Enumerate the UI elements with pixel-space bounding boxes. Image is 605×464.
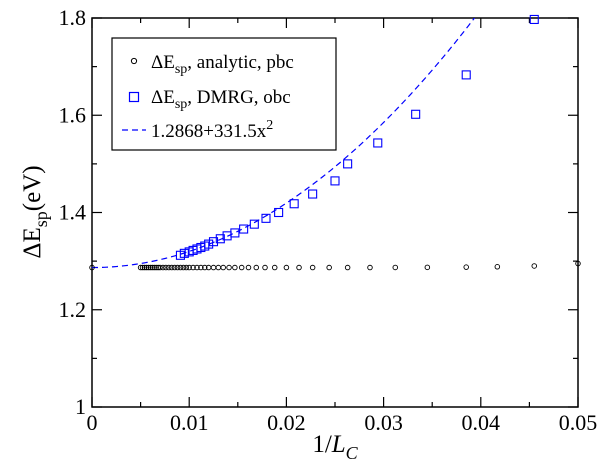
data-point-dmrg xyxy=(274,207,284,218)
data-point-dmrg xyxy=(411,109,421,119)
data-point-dmrg xyxy=(239,224,249,234)
data-point-pbc xyxy=(194,264,200,271)
data-point-dmrg xyxy=(179,248,189,258)
data-point-pbc xyxy=(151,264,157,271)
data-point-pbc xyxy=(392,264,399,271)
data-point-dmrg xyxy=(215,234,225,244)
axis-ticks xyxy=(91,17,579,408)
data-point-pbc xyxy=(575,260,581,267)
data-point-pbc xyxy=(145,264,152,271)
data-point-pbc xyxy=(198,264,204,271)
data-point-pbc xyxy=(424,264,431,271)
data-point-pbc xyxy=(186,264,192,271)
data-point-pbc xyxy=(220,264,226,271)
y-tick-label: 1 xyxy=(75,394,86,419)
data-point-pbc xyxy=(326,264,332,271)
data-point-pbc xyxy=(177,264,184,271)
data-point-pbc xyxy=(174,264,181,271)
data-point-pbc xyxy=(232,264,238,271)
data-point-pbc xyxy=(168,264,175,271)
legend-marker-square xyxy=(128,91,140,103)
axis-tick-labels: 0 0.01 0.02 0.03 0.04 0.05 1 1.2 1.4 1.6 1.8 xyxy=(59,5,598,435)
data-point-pbc xyxy=(147,264,154,271)
data-point-pbc xyxy=(463,264,469,270)
data-point-dmrg xyxy=(373,138,383,148)
data-point-pbc xyxy=(531,263,538,269)
data-point-pbc xyxy=(137,264,144,271)
data-point-pbc xyxy=(153,264,159,271)
data-point-dmrg xyxy=(330,176,340,186)
x-tick-label: 0.05 xyxy=(559,410,598,435)
data-point-dmrg xyxy=(230,228,240,238)
data-point-pbc xyxy=(238,264,245,271)
data-point-pbc xyxy=(283,264,290,271)
legend-box xyxy=(111,37,337,151)
data-point-pbc xyxy=(245,264,252,271)
data-point-pbc xyxy=(89,264,95,271)
fit-curve xyxy=(92,18,476,269)
data-point-pbc xyxy=(271,264,278,271)
data-point-pbc xyxy=(141,264,148,271)
data-point-pbc xyxy=(139,264,146,271)
data-point-dmrg xyxy=(343,159,353,169)
data-point-dmrg xyxy=(261,213,271,223)
x-tick-label: 0.03 xyxy=(364,410,403,435)
data-point-dmrg xyxy=(208,237,219,247)
data-point-pbc xyxy=(183,264,190,271)
data-point-pbc xyxy=(296,264,302,271)
data-point-dmrg xyxy=(461,70,471,80)
series-analytic-pbc xyxy=(89,260,581,271)
data-point-pbc xyxy=(253,264,260,271)
x-tick-label: 0.04 xyxy=(462,410,501,435)
x-tick-label: 0.02 xyxy=(267,410,306,435)
data-point-dmrg xyxy=(529,14,539,25)
data-point-pbc xyxy=(494,264,501,270)
series-dmrg-obc xyxy=(175,14,539,260)
data-point-pbc xyxy=(367,264,373,271)
data-point-pbc xyxy=(344,264,351,271)
data-point-pbc xyxy=(202,264,208,271)
x-axis-title: 1/LC xyxy=(312,431,358,463)
x-tick-label: 0 xyxy=(87,410,98,435)
legend-entry-fit: 1.2868+331.5x2 xyxy=(151,118,273,142)
legend-entry-pbc: ΔEsp, analytic, pbc xyxy=(151,52,294,77)
legend-marker-circle xyxy=(130,57,138,65)
data-point-pbc xyxy=(149,264,156,271)
data-point-pbc xyxy=(309,264,316,271)
data-point-pbc xyxy=(166,264,172,271)
data-point-dmrg xyxy=(204,239,214,249)
data-point-dmrg xyxy=(249,219,259,229)
y-axis-title: ΔEsp(eV) xyxy=(19,165,51,258)
y-tick-label: 1.2 xyxy=(59,297,87,322)
data-point-pbc xyxy=(171,264,178,271)
y-tick-label: 1.8 xyxy=(59,5,87,30)
x-tick-label: 0.01 xyxy=(170,410,209,435)
data-point-pbc xyxy=(180,264,187,271)
y-tick-label: 1.6 xyxy=(59,102,87,127)
data-point-dmrg xyxy=(289,199,299,209)
legend: ΔEsp, analytic, pbc ΔEsp, DMRG, obc 1.28… xyxy=(111,37,337,151)
y-tick-label: 1.4 xyxy=(59,200,87,225)
data-point-pbc xyxy=(157,264,163,271)
data-point-pbc xyxy=(160,264,166,271)
data-point-pbc xyxy=(143,264,150,271)
data-point-pbc xyxy=(226,264,232,271)
legend-entry-obc: ΔEsp, DMRG, obc xyxy=(151,87,291,112)
data-point-pbc xyxy=(163,264,169,271)
data-point-pbc xyxy=(262,264,268,271)
data-point-pbc xyxy=(190,264,196,271)
data-point-dmrg xyxy=(308,189,318,199)
